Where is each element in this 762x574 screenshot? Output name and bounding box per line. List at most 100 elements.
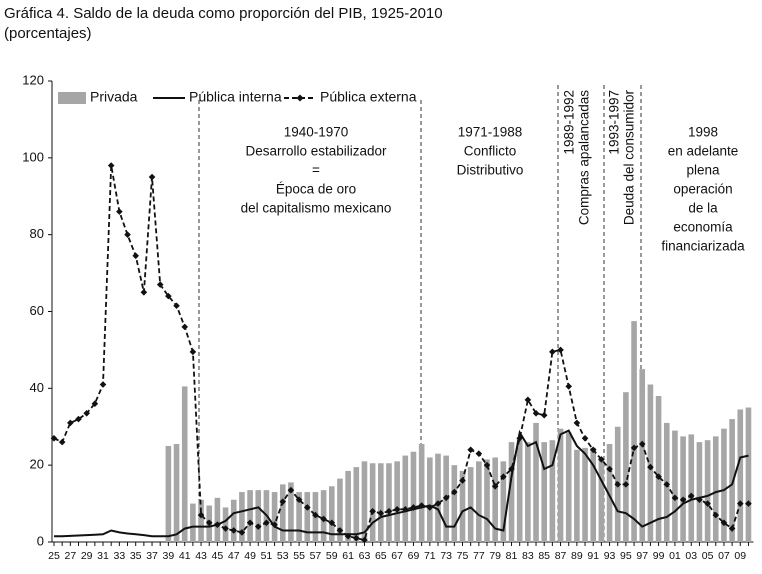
bar [173,444,180,542]
marker [165,292,172,300]
bar [606,444,613,542]
bar [541,442,547,542]
chart-subtitle: (porcentajes) [4,25,92,42]
marker [647,463,654,471]
line [54,429,749,538]
bar [255,490,262,542]
marker [369,507,376,515]
bar [296,492,302,542]
marker [181,323,189,331]
x-tick-label: 03 [685,550,697,562]
marker [573,419,581,427]
annotation: operación [673,182,732,197]
bar [476,461,482,542]
bar [492,457,498,542]
marker [720,519,728,527]
x-tick-label: 67 [391,550,403,562]
bar [574,449,580,542]
x-tick-label: 63 [359,550,371,562]
marker [581,434,589,442]
marker [295,496,303,504]
legend-label: Pública externa [320,89,417,105]
bar [386,463,392,542]
annotation: del capitalismo mexicano [241,201,392,216]
bar [214,497,221,542]
bar [271,492,278,542]
marker [508,465,515,473]
marker [377,509,385,517]
bar [288,482,294,542]
x-tick-label: 09 [734,550,746,562]
marker [189,348,197,356]
marker [50,434,58,442]
legend-label: Pública interna [189,89,282,105]
marker [361,536,368,544]
y-tick-label: 40 [30,380,44,395]
marker [736,500,744,507]
y-tick-label: 100 [22,149,44,164]
marker [728,525,736,532]
annotation: 1998 [688,125,718,140]
bar [247,490,253,542]
bar [239,492,245,542]
marker [696,496,703,504]
marker [99,381,107,388]
legend-swatch [58,92,86,104]
x-tick-label: 27 [64,550,76,562]
legend-marker [296,94,304,102]
marker [467,446,474,454]
marker [320,515,327,523]
y-tick-label: 60 [30,303,44,318]
marker [58,438,66,446]
marker [516,434,523,442]
x-tick-label: 45 [212,550,224,562]
bar [181,386,188,542]
bar [631,321,637,542]
x-tick-label: 91 [587,550,599,562]
annotation: 1989-1992 [562,90,577,155]
bar [402,455,409,542]
bar [598,457,605,542]
x-tick-label: 69 [408,550,420,562]
bar [369,463,376,542]
bar [582,447,588,542]
bar [745,407,752,542]
x-tick-label: 07 [718,550,730,562]
marker [671,494,679,502]
marker [287,486,295,494]
annotation: Deuda del consumidor [622,90,637,226]
marker [565,383,573,390]
y-tick-label: 20 [30,457,44,472]
marker [483,461,491,469]
marker [532,410,540,417]
annotation: = [312,163,320,178]
annotation: Distributivo [457,163,524,178]
bar [279,484,286,542]
annotation: Desarrollo estabilizador [245,144,387,159]
x-tick-label: 81 [506,550,518,562]
marker [303,504,311,511]
bar [525,442,531,542]
bar [451,465,458,542]
annotation: plena [686,163,720,178]
bar [459,470,466,542]
bar [410,451,417,542]
x-tick-label: 47 [228,550,240,562]
marker [230,527,238,534]
marker [491,482,499,490]
annotation: de la [688,201,718,216]
marker [402,506,409,513]
marker [614,481,622,488]
bar [721,428,727,542]
x-tick-label: 33 [114,550,126,562]
marker [606,465,613,473]
marker [124,231,131,238]
annotation: 1993-1997 [607,90,622,155]
annotation: financiarizada [661,239,745,254]
x-tick-label: 59 [326,550,338,562]
bar [165,445,172,542]
x-tick-label: 39 [163,550,175,562]
x-tick-label: 71 [424,550,436,562]
marker [418,502,425,509]
marker [655,473,662,480]
